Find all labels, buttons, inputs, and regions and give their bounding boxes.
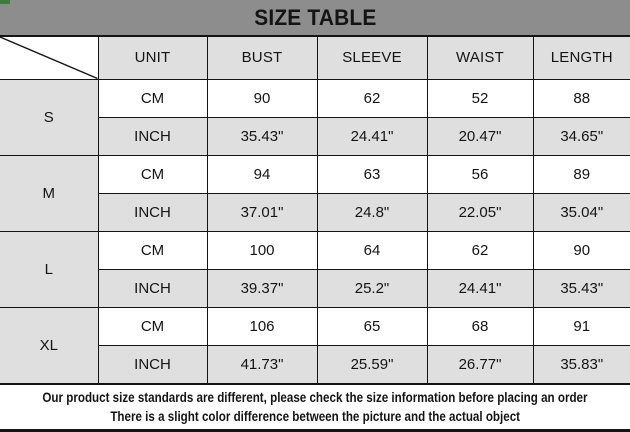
value-cell-l-waist-inch: 24.41" xyxy=(426,268,534,308)
value-cell-xl-sleeve-cm: 65 xyxy=(316,306,428,346)
size-label-xl: XL xyxy=(0,306,99,384)
value-cell-l-waist-cm: 62 xyxy=(426,230,534,270)
unit-cell-cm: CM xyxy=(97,230,208,270)
value-cell-xl-length-cm: 91 xyxy=(532,306,630,346)
unit-cell-cm: CM xyxy=(97,154,208,194)
value-cell-l-bust-cm: 100 xyxy=(206,230,318,270)
value-cell-m-length-inch: 35.04" xyxy=(532,192,630,232)
unit-cell-cm: CM xyxy=(97,306,208,346)
value-cell-l-length-inch: 35.43" xyxy=(532,268,630,308)
value-cell-s-sleeve-inch: 24.41" xyxy=(316,116,428,156)
value-cell-m-length-cm: 89 xyxy=(532,154,630,194)
table-row-s-inch: INCH 35.43" 24.41" 20.47" 34.65" xyxy=(0,116,630,156)
size-table: UNIT BUST SLEEVE WAIST LENGTH S CM 90 62… xyxy=(0,36,630,384)
value-cell-l-sleeve-cm: 64 xyxy=(316,230,428,270)
size-label-l: L xyxy=(0,230,99,308)
table-row-m-inch: INCH 37.01" 24.8" 22.05" 35.04" xyxy=(0,192,630,232)
value-cell-xl-sleeve-inch: 25.59" xyxy=(316,344,428,384)
value-cell-xl-waist-cm: 68 xyxy=(426,306,534,346)
value-cell-m-waist-cm: 56 xyxy=(426,154,534,194)
value-cell-l-bust-inch: 39.37" xyxy=(206,268,318,308)
unit-cell-inch: INCH xyxy=(97,116,208,156)
column-header-unit: UNIT xyxy=(97,36,208,80)
column-header-length: LENGTH xyxy=(532,36,630,80)
value-cell-s-length-inch: 34.65" xyxy=(532,116,630,156)
value-cell-s-sleeve-cm: 62 xyxy=(316,78,428,118)
value-cell-xl-waist-inch: 26.77" xyxy=(426,344,534,384)
value-cell-l-sleeve-inch: 25.2" xyxy=(316,268,428,308)
table-row-xl-cm: XL CM 106 65 68 91 xyxy=(0,306,630,384)
table-title: SIZE TABLE xyxy=(253,4,377,30)
value-cell-s-bust-cm: 90 xyxy=(206,78,318,118)
size-label-m: M xyxy=(0,154,99,232)
unit-cell-inch: INCH xyxy=(97,268,208,308)
value-cell-m-sleeve-cm: 63 xyxy=(316,154,428,194)
value-cell-m-sleeve-inch: 24.8" xyxy=(316,192,428,232)
value-cell-s-waist-inch: 20.47" xyxy=(426,116,534,156)
table-row-l-inch: INCH 39.37" 25.2" 24.41" 35.43" xyxy=(0,268,630,308)
table-row-s-cm: S CM 90 62 52 88 xyxy=(0,78,630,156)
corner-artifact xyxy=(0,0,10,4)
header-row: UNIT BUST SLEEVE WAIST LENGTH xyxy=(0,36,630,80)
column-header-sleeve: SLEEVE xyxy=(316,36,428,80)
size-label-s: S xyxy=(0,78,99,156)
diagonal-line-icon xyxy=(0,37,98,79)
value-cell-m-bust-cm: 94 xyxy=(206,154,318,194)
diagonal-header-cell xyxy=(0,36,99,80)
unit-cell-inch: INCH xyxy=(97,344,208,384)
footer-line-1: Our product size standards are different… xyxy=(42,389,588,405)
value-cell-m-bust-inch: 37.01" xyxy=(206,192,318,232)
footer-line-2: There is a slight color difference betwe… xyxy=(110,408,520,424)
value-cell-s-waist-cm: 52 xyxy=(426,78,534,118)
value-cell-xl-bust-inch: 41.73" xyxy=(206,344,318,384)
table-row-m-cm: M CM 94 63 56 89 xyxy=(0,154,630,232)
value-cell-xl-length-inch: 35.83" xyxy=(532,344,630,384)
footer-note: Our product size standards are different… xyxy=(0,383,630,432)
unit-cell-cm: CM xyxy=(97,78,208,118)
value-cell-xl-bust-cm: 106 xyxy=(206,306,318,346)
table-row-xl-inch: INCH 41.73" 25.59" 26.77" 35.83" xyxy=(0,344,630,384)
value-cell-l-length-cm: 90 xyxy=(532,230,630,270)
column-header-bust: BUST xyxy=(206,36,318,80)
unit-cell-inch: INCH xyxy=(97,192,208,232)
column-header-waist: WAIST xyxy=(426,36,534,80)
title-bar: SIZE TABLE xyxy=(0,0,630,37)
value-cell-s-bust-inch: 35.43" xyxy=(206,116,318,156)
value-cell-s-length-cm: 88 xyxy=(532,78,630,118)
table-row-l-cm: L CM 100 64 62 90 xyxy=(0,230,630,308)
value-cell-m-waist-inch: 22.05" xyxy=(426,192,534,232)
